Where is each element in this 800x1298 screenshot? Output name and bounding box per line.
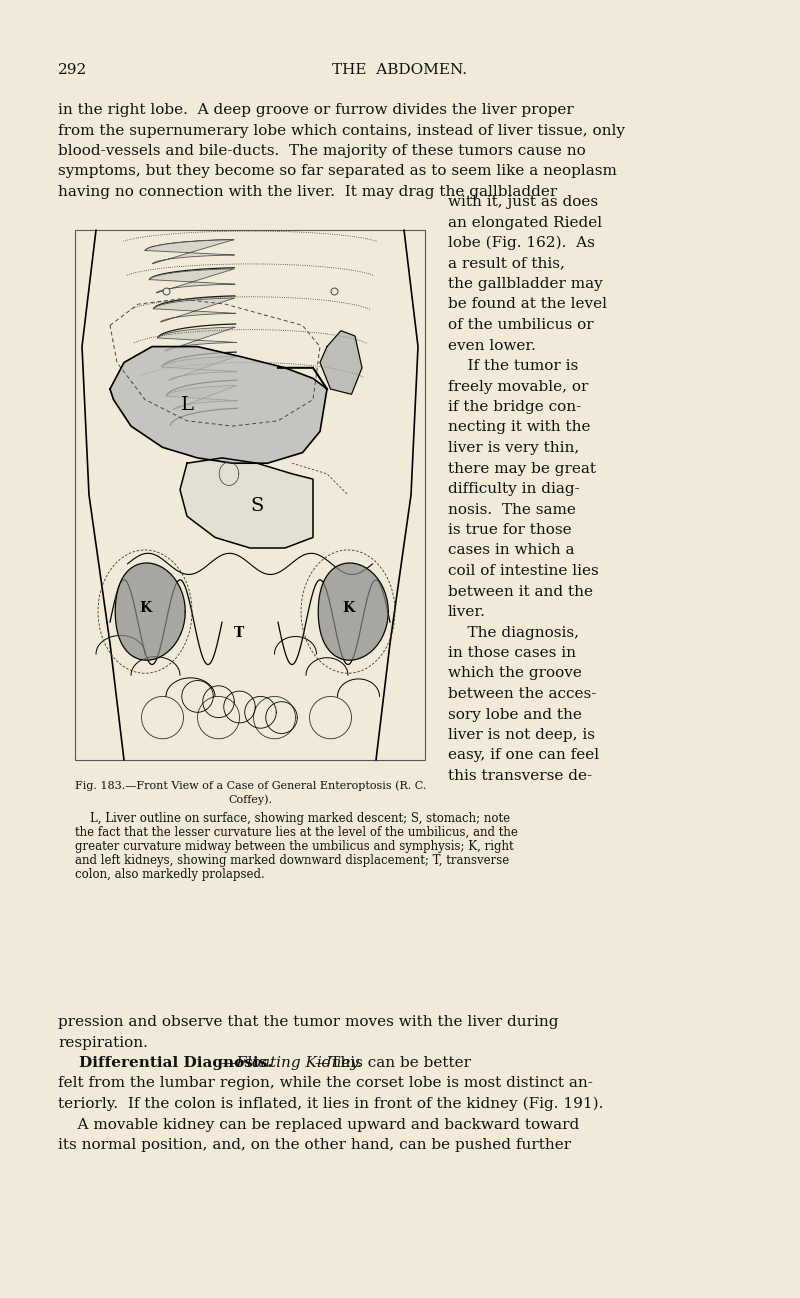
- Polygon shape: [158, 327, 237, 352]
- Text: coil of intestine lies: coil of intestine lies: [448, 565, 598, 578]
- Text: Coffey).: Coffey).: [228, 794, 272, 805]
- Text: T: T: [234, 626, 245, 640]
- Text: an elongated Riedel: an elongated Riedel: [448, 215, 602, 230]
- Text: L: L: [181, 396, 194, 414]
- Text: Differential Diagnosis.: Differential Diagnosis.: [58, 1057, 273, 1070]
- Text: K: K: [139, 601, 151, 614]
- Text: greater curvature midway between the umbilicus and symphysis; K, right: greater curvature midway between the umb…: [75, 840, 514, 853]
- Text: and left kidneys, showing marked downward displacement; T, transverse: and left kidneys, showing marked downwar…: [75, 854, 510, 867]
- Text: If the tumor is: If the tumor is: [448, 360, 578, 373]
- Text: this transverse de-: this transverse de-: [448, 768, 592, 783]
- Text: if the bridge con-: if the bridge con-: [448, 400, 582, 414]
- Polygon shape: [146, 240, 234, 263]
- Text: liver is not deep, is: liver is not deep, is: [448, 728, 595, 742]
- Polygon shape: [162, 356, 238, 380]
- Text: A movable kidney can be replaced upward and backward toward: A movable kidney can be replaced upward …: [58, 1118, 579, 1132]
- Text: from the supernumerary lobe which contains, instead of liver tissue, only: from the supernumerary lobe which contai…: [58, 123, 625, 138]
- Text: having no connection with the liver.  It may drag the gallbladder: having no connection with the liver. It …: [58, 186, 558, 199]
- Text: cases in which a: cases in which a: [448, 544, 574, 558]
- Text: sory lobe and the: sory lobe and the: [448, 707, 582, 722]
- Text: the gallbladder may: the gallbladder may: [448, 276, 602, 291]
- Polygon shape: [150, 269, 235, 293]
- Text: respiration.: respiration.: [58, 1036, 148, 1050]
- Text: K: K: [342, 601, 354, 614]
- Text: Fig. 183.—Front View of a Case of General Enteroptosis (R. C.: Fig. 183.—Front View of a Case of Genera…: [75, 780, 426, 790]
- Text: The diagnosis,: The diagnosis,: [448, 626, 579, 640]
- Text: its normal position, and, on the other hand, can be pushed further: its normal position, and, on the other h…: [58, 1138, 571, 1153]
- Text: the fact that the lesser curvature lies at the level of the umbilicus, and the: the fact that the lesser curvature lies …: [75, 826, 518, 839]
- Text: —This can be better: —This can be better: [315, 1057, 471, 1070]
- Text: liver is very thin,: liver is very thin,: [448, 441, 579, 456]
- Text: there may be great: there may be great: [448, 462, 596, 475]
- Polygon shape: [180, 458, 313, 548]
- Text: even lower.: even lower.: [448, 339, 536, 353]
- Text: liver.: liver.: [448, 605, 486, 619]
- Text: felt from the lumbar region, while the corset lobe is most distinct an-: felt from the lumbar region, while the c…: [58, 1076, 593, 1090]
- Text: difficulty in diag-: difficulty in diag-: [448, 482, 580, 496]
- Text: between it and the: between it and the: [448, 584, 593, 598]
- Text: S: S: [250, 497, 264, 514]
- Text: in the right lobe.  A deep groove or furrow divides the liver proper: in the right lobe. A deep groove or furr…: [58, 103, 574, 117]
- Text: is true for those: is true for those: [448, 523, 572, 537]
- Polygon shape: [318, 563, 388, 661]
- Text: pression and observe that the tumor moves with the liver during: pression and observe that the tumor move…: [58, 1015, 558, 1029]
- Text: L, Liver outline on surface, showing marked descent; S, stomach; note: L, Liver outline on surface, showing mar…: [75, 813, 510, 826]
- Polygon shape: [154, 299, 236, 322]
- Text: freely movable, or: freely movable, or: [448, 379, 588, 393]
- Text: blood-vessels and bile-ducts.  The majority of these tumors cause no: blood-vessels and bile-ducts. The majori…: [58, 144, 586, 158]
- Text: of the umbilicus or: of the umbilicus or: [448, 318, 594, 332]
- Bar: [75, 230, 425, 761]
- Text: in those cases in: in those cases in: [448, 646, 576, 659]
- Polygon shape: [110, 347, 327, 463]
- Text: with it, just as does: with it, just as does: [448, 195, 598, 209]
- Polygon shape: [320, 331, 362, 395]
- Text: be found at the level: be found at the level: [448, 297, 607, 312]
- Polygon shape: [115, 563, 186, 661]
- Text: easy, if one can feel: easy, if one can feel: [448, 749, 599, 762]
- Text: symptoms, but they become so far separated as to seem like a neoplasm: symptoms, but they become so far separat…: [58, 165, 617, 179]
- Text: necting it with the: necting it with the: [448, 421, 590, 435]
- Text: a result of this,: a result of this,: [448, 257, 565, 270]
- Polygon shape: [166, 386, 238, 410]
- Text: lobe (Fig. 162).  As: lobe (Fig. 162). As: [448, 236, 595, 251]
- Text: colon, also markedly prolapsed.: colon, also markedly prolapsed.: [75, 868, 265, 881]
- Text: teriorly.  If the colon is inflated, it lies in front of the kidney (Fig. 191).: teriorly. If the colon is inflated, it l…: [58, 1097, 603, 1111]
- Text: THE  ABDOMEN.: THE ABDOMEN.: [333, 64, 467, 77]
- Text: —Floating Kidney.: —Floating Kidney.: [222, 1057, 362, 1070]
- Text: 292: 292: [58, 64, 87, 77]
- Text: which the groove: which the groove: [448, 666, 582, 680]
- Text: between the acces-: between the acces-: [448, 687, 596, 701]
- Text: nosis.  The same: nosis. The same: [448, 502, 576, 517]
